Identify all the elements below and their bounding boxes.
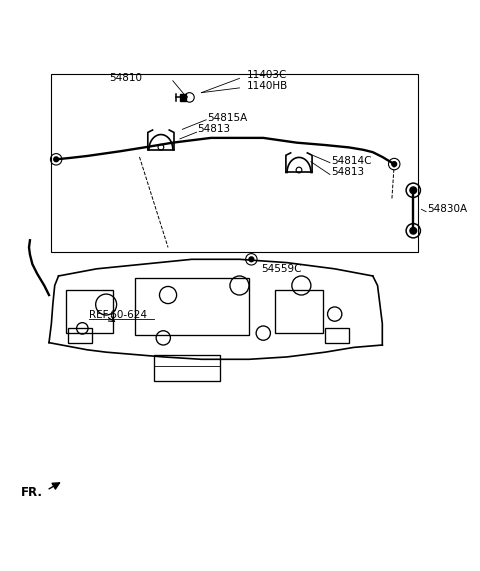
Circle shape bbox=[249, 257, 254, 262]
Text: 54814C: 54814C bbox=[331, 156, 372, 166]
Text: 54810: 54810 bbox=[109, 73, 142, 83]
Circle shape bbox=[410, 187, 417, 194]
Text: 54815A: 54815A bbox=[207, 113, 247, 123]
Text: REF.60-624: REF.60-624 bbox=[89, 310, 147, 320]
Text: 54813: 54813 bbox=[331, 167, 364, 177]
Bar bbox=[66, 290, 113, 333]
Bar bbox=[68, 328, 92, 343]
Bar bbox=[275, 290, 323, 333]
Bar bbox=[51, 74, 418, 252]
Circle shape bbox=[410, 227, 417, 234]
Text: FR.: FR. bbox=[21, 486, 42, 499]
Text: 54830A: 54830A bbox=[428, 204, 468, 214]
Text: 54559C: 54559C bbox=[261, 264, 301, 274]
Bar bbox=[180, 94, 186, 100]
Text: 1140HB: 1140HB bbox=[247, 81, 288, 91]
Bar bbox=[325, 328, 349, 343]
Text: 11403C: 11403C bbox=[247, 70, 287, 80]
Bar bbox=[135, 278, 249, 336]
Circle shape bbox=[392, 162, 396, 167]
Text: 54813: 54813 bbox=[198, 124, 231, 134]
Bar bbox=[154, 355, 220, 381]
Circle shape bbox=[54, 157, 59, 162]
